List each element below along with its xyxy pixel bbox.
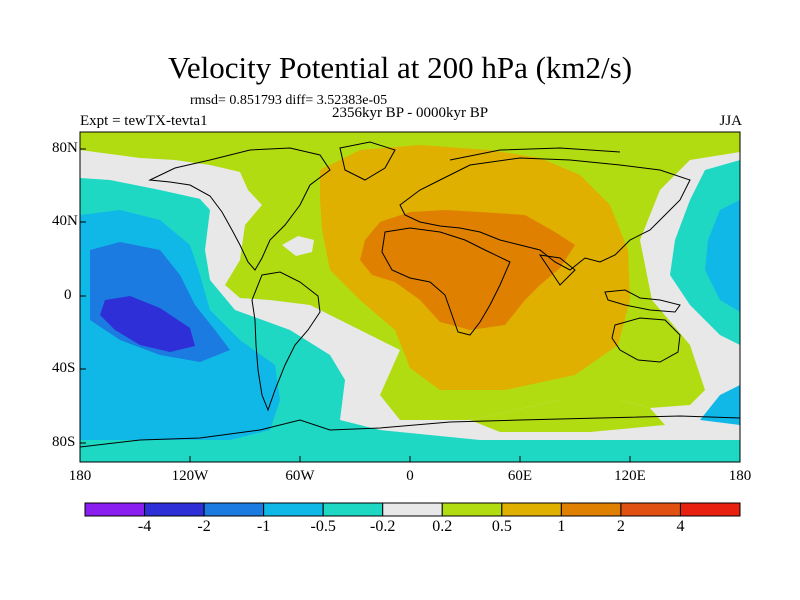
contour-negative-05-southeast [700,385,740,425]
colorbar-label: 4 [676,518,685,535]
colorbar-swatch [560,502,622,517]
coast-maritime-continent [604,289,681,313]
x-tick-120e: 120E [614,468,646,484]
coast-india [538,254,576,286]
x-tick-120w: 120W [171,468,209,484]
x-tick-180e: 180 [728,468,752,484]
colorbar-label: 2 [616,518,625,535]
colorbar-swatch [203,502,265,517]
coast-australia [611,317,681,363]
y-tick-40s: 40S [52,360,76,376]
y-tick-40n: 40N [52,213,78,229]
colorbar-swatch [322,502,384,517]
contour-negative-05-east [705,200,740,312]
coast-north-america [148,147,331,271]
colorbar-swatch [501,502,562,517]
colorbar-label: -2 [197,518,211,535]
contour-positive-1 [360,210,575,330]
colorbar-swatch [441,502,503,517]
colorbar-swatch [144,502,205,517]
x-tick-0: 0 [406,468,414,484]
contour-neutral-atlantic-blob [282,236,314,256]
y-tick-80s: 80S [52,434,76,450]
colorbar-label: -0.5 [310,518,336,535]
coast-south-america [251,271,321,412]
y-tick-80n: 80N [52,140,78,156]
axis-ticks [80,148,631,462]
x-tick-60w: 60W [285,468,315,484]
colorbar-label: 1 [557,518,566,535]
colorbar-label: -4 [137,518,152,535]
period-label: 2356kyr BP - 0000kyr BP [331,105,489,121]
chart-title: Velocity Potential at 200 hPa (km2/s) [167,50,633,85]
contour-negative-2 [100,296,195,352]
colorbar-swatch [620,502,681,517]
coast-africa [381,227,511,336]
contour-positive-02-south [470,400,665,432]
colorbar-label: 0.2 [432,518,453,535]
colorbar-swatch [263,502,324,517]
colorbar-swatch [84,502,146,517]
coast-antarctica [80,415,740,448]
coast-europe-asia [399,157,691,271]
contour-fills [80,132,740,462]
coast-siberia-north [449,147,621,161]
stats-label: rmsd= 0.851793 diff= 3.52383e-05 [190,93,388,108]
x-tick-180w: 180 [68,468,92,484]
coastlines [80,141,740,448]
colorbar-label: -1 [256,518,271,535]
experiment-label: Expt = tewTX-tevta1 [80,113,208,129]
colorbar-label: 0.5 [491,518,512,535]
x-tick-60e: 60E [507,468,533,484]
colorbar-label: -0.2 [370,518,396,535]
contour-neutral-north-pacific [80,158,215,200]
y-tick-0: 0 [64,287,72,303]
coast-greenland [339,141,396,181]
season-label: JJA [719,113,742,129]
colorbar-swatch [382,502,443,517]
colorbar-swatch [679,502,741,517]
